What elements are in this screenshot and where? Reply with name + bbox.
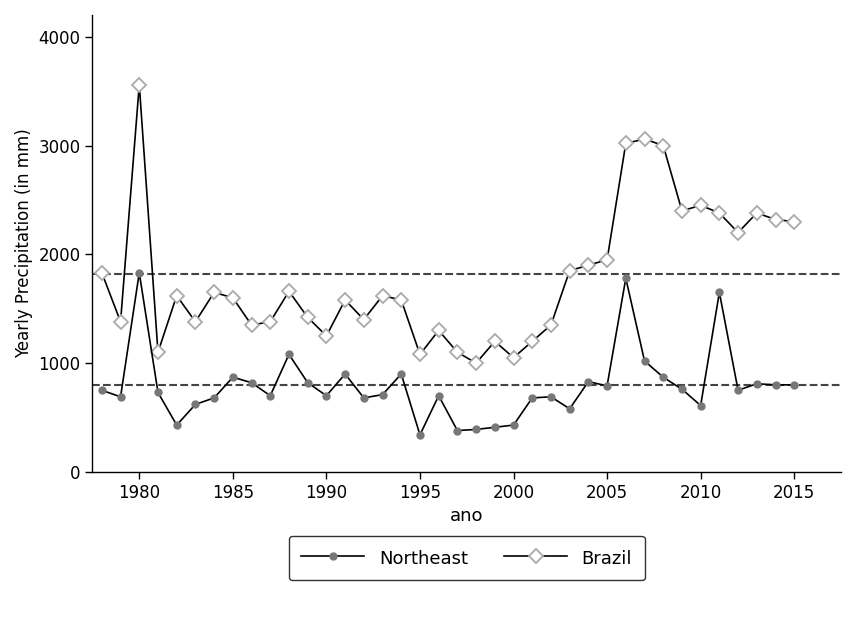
Y-axis label: Yearly Precipitation (in mm): Yearly Precipitation (in mm): [15, 128, 33, 358]
X-axis label: ano: ano: [450, 507, 484, 525]
Legend: Northeast, Brazil: Northeast, Brazil: [288, 536, 645, 581]
